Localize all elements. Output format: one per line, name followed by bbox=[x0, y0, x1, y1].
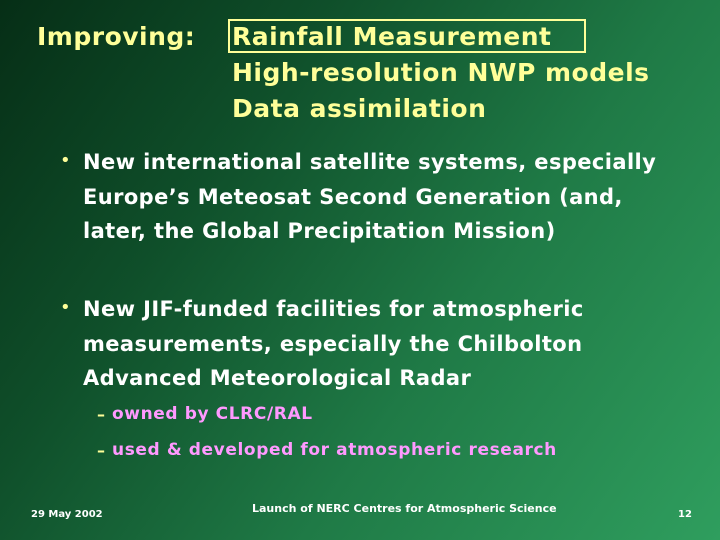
page-number: 12 bbox=[678, 509, 692, 520]
highlight-box bbox=[228, 19, 586, 53]
sub-bullet-used: used & developed for atmospheric researc… bbox=[112, 440, 557, 460]
sub-bullet-marker: – bbox=[97, 405, 105, 424]
bullet-marker: • bbox=[60, 150, 71, 171]
bullet-marker: • bbox=[60, 297, 71, 318]
bullet-text-satellites: New international satellite systems, esp… bbox=[83, 150, 657, 243]
sub-bullet-owned: owned by CLRC/RAL bbox=[112, 404, 313, 424]
footer-title: Launch of NERC Centres for Atmospheric S… bbox=[252, 502, 557, 515]
title-topic-nwp: High-resolution NWP models bbox=[232, 58, 650, 87]
title-topic-rainfall: Rainfall Measurement bbox=[232, 22, 552, 51]
title-topic-assimilation: Data assimilation bbox=[232, 94, 487, 123]
title-lead: Improving: bbox=[37, 22, 196, 51]
footer-date: 29 May 2002 bbox=[31, 509, 103, 520]
bullet-text-jif: New JIF-funded facilities for atmospheri… bbox=[83, 297, 584, 390]
sub-bullet-marker: – bbox=[97, 441, 105, 460]
